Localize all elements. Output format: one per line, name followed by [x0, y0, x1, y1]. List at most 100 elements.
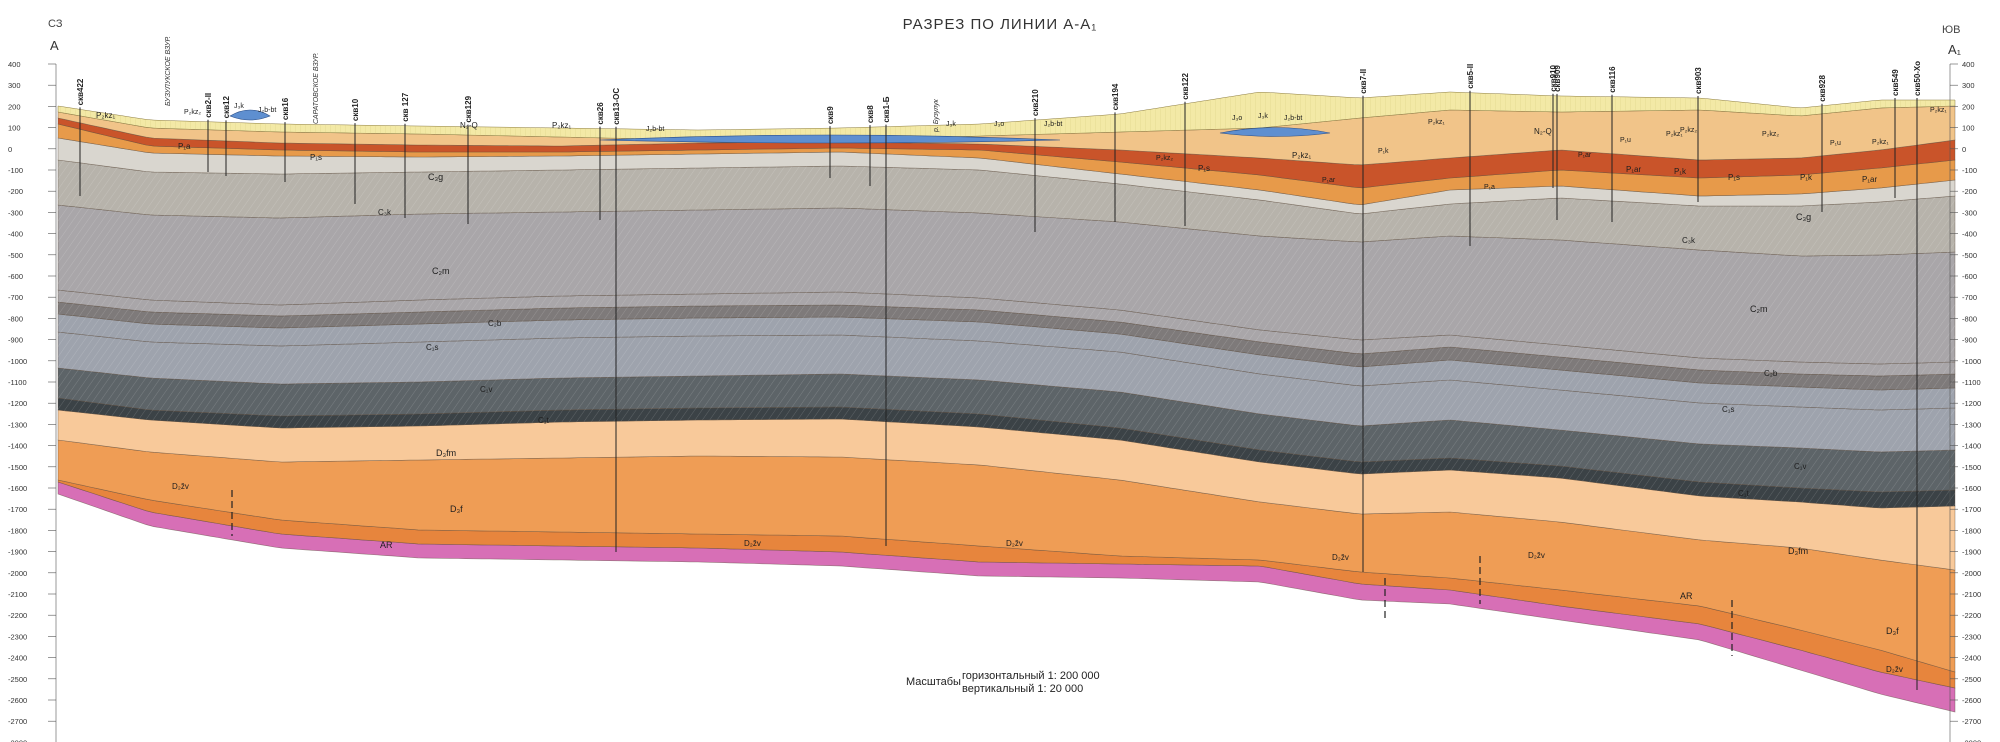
unit-label: C₂m	[1750, 304, 1768, 314]
unit-label: P₂kz₂	[1156, 155, 1173, 162]
unit-label: N₂-Q	[460, 121, 478, 130]
well-label: скв8	[866, 105, 875, 123]
unit-label: C₁s	[1722, 405, 1734, 414]
depth-tick-label: -1200	[1962, 399, 1981, 408]
unit-label: P₂kz₁	[1872, 139, 1889, 146]
well-label: скв129	[464, 95, 473, 122]
depth-tick-label: -1500	[8, 463, 27, 472]
depth-tick-label: 200	[1962, 102, 1975, 111]
depth-tick-label: 100	[1962, 124, 1975, 133]
unit-label: J₃o	[994, 121, 1004, 128]
unit-label: C₂b	[488, 319, 502, 328]
scale-label: Масштабы	[906, 676, 961, 688]
depth-tick-label: -1800	[8, 526, 27, 535]
depth-tick-label: -1100	[1962, 378, 1981, 387]
unit-label: J₃k	[234, 103, 244, 110]
well-label: скв928	[1818, 75, 1827, 102]
orientation-right: ЮВ	[1942, 24, 1961, 36]
well-label: скв2-II	[204, 93, 213, 118]
depth-tick-label: -2000	[1962, 569, 1981, 578]
unit-label: J₂b-bt	[258, 107, 276, 114]
depth-tick-label: 400	[1962, 60, 1975, 69]
endpoint-right: А₁	[1948, 42, 1962, 57]
unit-label: C₂m	[432, 266, 450, 276]
depth-tick-label: -2800	[8, 738, 27, 742]
depth-tick-label: 0	[8, 145, 12, 154]
depth-tick-label: 400	[8, 60, 21, 69]
depth-tick-label: -1600	[1962, 484, 1981, 493]
section-title: РАЗРЕЗ ПО ЛИНИИ А-А₁	[902, 16, 1098, 33]
unit-label: P₂kz₁	[96, 111, 115, 120]
unit-label: J₃o	[1232, 115, 1242, 122]
unit-label: P₂kz₁	[552, 121, 571, 130]
depth-tick-label: 0	[1962, 145, 1966, 154]
unit-label: AR	[380, 540, 393, 550]
depth-tick-label: -2800	[1962, 738, 1981, 742]
depth-tick-label: -1400	[1962, 442, 1981, 451]
depth-tick-label: -400	[1962, 230, 1977, 239]
depth-tick-label: -400	[8, 230, 23, 239]
well-label: скв13-ОС	[612, 88, 621, 125]
depth-tick-label: -2200	[8, 611, 27, 620]
unit-label: C₃k	[378, 208, 392, 217]
unit-label: J₂b-bt	[1284, 115, 1302, 122]
depth-tick-label: -100	[8, 166, 23, 175]
depth-tick-label: -600	[1962, 272, 1977, 281]
place-name: р. Бузулук	[933, 99, 940, 133]
unit-label: C₁v	[1794, 462, 1806, 471]
unit-label: P₁u	[1830, 140, 1841, 147]
depth-tick-label: -500	[8, 251, 23, 260]
well-label: скв50-Хо	[1913, 61, 1922, 96]
endpoint-left: А	[50, 38, 59, 53]
unit-label: C₁s	[426, 343, 438, 352]
well-label: скв10	[351, 98, 360, 121]
depth-tick-label: -1000	[1962, 357, 1981, 366]
depth-tick-label: -2300	[1962, 632, 1981, 641]
depth-tick-label: -2600	[1962, 696, 1981, 705]
well-label: скв903	[1694, 67, 1703, 94]
unit-label: P₂kz₂	[184, 109, 201, 116]
depth-tick-label: -600	[8, 272, 23, 281]
well-label: скв9	[826, 106, 835, 124]
scale-vertical: вертикальный 1: 20 000	[962, 683, 1084, 695]
depth-tick-label: -1300	[8, 420, 27, 429]
depth-tick-label: -2100	[1962, 590, 1981, 599]
depth-tick-label: -2600	[8, 696, 27, 705]
unit-label: D₃fm	[436, 448, 456, 458]
unit-label: D₃f	[450, 504, 463, 514]
depth-tick-label: -900	[8, 336, 23, 345]
depth-tick-label: -2400	[8, 654, 27, 663]
depth-tick-label: 200	[8, 102, 21, 111]
depth-tick-label: -700	[8, 293, 23, 302]
depth-tick-label: -200	[1962, 187, 1977, 196]
orientation-left: СЗ	[48, 18, 63, 30]
layer-jurassic-lens	[1219, 127, 1331, 137]
unit-label: P₁ar	[1322, 177, 1336, 184]
depth-tick-label: -100	[1962, 166, 1977, 175]
unit-label: P₁s	[1198, 164, 1210, 173]
unit-label: P₂kz₂	[1762, 131, 1779, 138]
depth-tick-label: 300	[8, 81, 21, 90]
well-label: скв549	[1891, 69, 1900, 96]
well-label: скв7-II	[1359, 69, 1368, 94]
depth-tick-label: -1700	[1962, 505, 1981, 514]
unit-label: P₁k	[1800, 173, 1813, 182]
well-label: скв116	[1608, 66, 1617, 93]
depth-tick-label: -800	[8, 314, 23, 323]
unit-label: P₂kz₁	[1428, 119, 1445, 126]
depth-tick-label: -300	[8, 208, 23, 217]
unit-label: C₃g	[428, 172, 443, 182]
well-label: скв122	[1181, 73, 1190, 100]
depth-tick-label: -1500	[1962, 463, 1981, 472]
depth-tick-label: -2400	[1962, 654, 1981, 663]
unit-label: P₁a	[1484, 184, 1495, 191]
scale-horizontal: горизонтальный 1: 200 000	[962, 670, 1100, 682]
well-label: скв194	[1111, 83, 1120, 110]
well-label: скв422	[76, 78, 85, 105]
depth-tick-label: -1900	[1962, 548, 1981, 557]
unit-label: P₁k	[1378, 148, 1389, 155]
unit-label: D₃f	[1886, 626, 1899, 636]
depth-tick-label: -2500	[8, 675, 27, 684]
well-label: скв909	[1553, 65, 1562, 92]
